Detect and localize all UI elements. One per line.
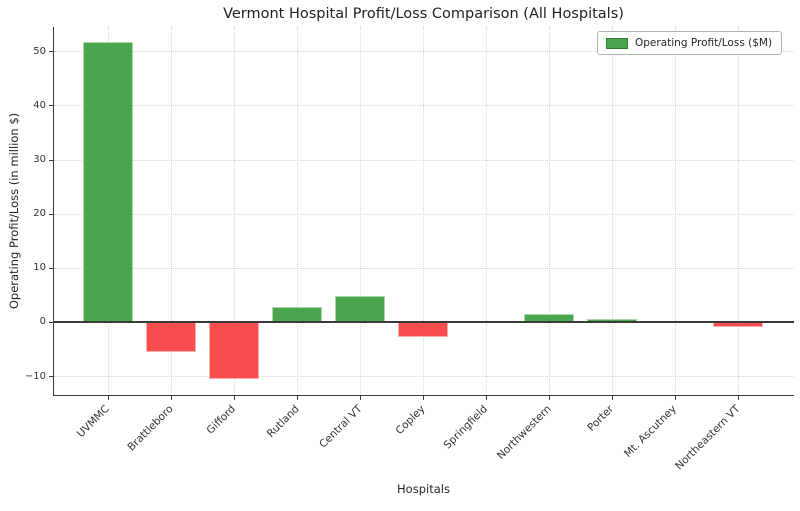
bar-brattleboro: [145, 321, 196, 352]
bar-central-vt: [334, 295, 385, 322]
y-tick-mark: [49, 105, 53, 107]
v-gridline: [674, 27, 676, 395]
x-tick-label: Rutland: [264, 403, 302, 440]
h-gridline: [54, 105, 794, 107]
h-gridline: [54, 376, 794, 378]
x-axis-label: Hospitals: [397, 482, 450, 496]
x-tick-mark: [548, 396, 550, 400]
x-tick-label: Springfield: [441, 403, 491, 452]
y-tick-label: −10: [24, 370, 46, 382]
y-axis-spine: [53, 27, 54, 395]
y-tick-label: 10: [33, 262, 46, 274]
y-tick-mark: [49, 267, 53, 269]
y-tick-mark: [49, 213, 53, 215]
v-gridline: [233, 27, 235, 395]
y-tick-mark: [49, 321, 53, 323]
x-tick-mark: [233, 396, 235, 400]
v-gridline: [170, 27, 172, 395]
bar-rutland: [271, 307, 322, 322]
v-gridline: [296, 27, 298, 395]
x-tick-mark: [611, 396, 613, 400]
y-tick-label: 50: [33, 45, 46, 57]
h-gridline: [54, 213, 794, 215]
bar-uvmmc: [82, 42, 133, 322]
x-tick-mark: [296, 396, 298, 400]
x-tick-label: UVMMC: [75, 403, 113, 441]
v-gridline: [359, 27, 361, 395]
x-tick-label: Gifford: [204, 403, 239, 437]
x-tick-mark: [737, 396, 739, 400]
x-tick-label: Brattleboro: [124, 403, 176, 454]
x-tick-label: Central VT: [316, 403, 365, 451]
v-gridline: [548, 27, 550, 395]
x-tick-label: Porter: [585, 403, 617, 434]
x-tick-label: Northeastern VT: [672, 403, 743, 473]
h-gridline: [54, 159, 794, 161]
y-axis-label: Operating Profit/Loss (in million $): [7, 112, 21, 310]
x-tick-mark: [485, 396, 487, 400]
bar-copley: [397, 321, 448, 337]
x-axis-spine: [53, 395, 794, 396]
legend: Operating Profit/Loss ($M): [597, 31, 782, 55]
legend-label: Operating Profit/Loss ($M): [635, 37, 773, 49]
h-gridline: [54, 267, 794, 269]
x-tick-label: Northwestern: [494, 403, 554, 462]
h-gridline: [54, 51, 794, 53]
x-tick-label: Mt. Ascutney: [622, 403, 680, 460]
x-tick-mark: [107, 396, 109, 400]
y-tick-mark: [49, 376, 53, 378]
y-tick-label: 30: [33, 154, 46, 166]
v-gridline: [422, 27, 424, 395]
legend-swatch-icon: [606, 37, 628, 49]
bar-gifford: [208, 321, 259, 379]
y-tick-label: 0: [39, 316, 46, 328]
y-tick-label: 20: [33, 208, 46, 220]
x-tick-label: Copley: [393, 403, 428, 437]
v-gridline: [485, 27, 487, 395]
v-gridline: [611, 27, 613, 395]
zero-line: [53, 320, 794, 323]
x-tick-mark: [170, 396, 172, 400]
x-tick-mark: [422, 396, 424, 400]
x-tick-mark: [674, 396, 676, 400]
x-tick-mark: [359, 396, 361, 400]
chart-title: Vermont Hospital Profit/Loss Comparison …: [223, 6, 624, 22]
y-tick-label: 40: [33, 99, 46, 111]
y-tick-mark: [49, 51, 53, 53]
y-tick-mark: [49, 159, 53, 161]
v-gridline: [737, 27, 739, 395]
